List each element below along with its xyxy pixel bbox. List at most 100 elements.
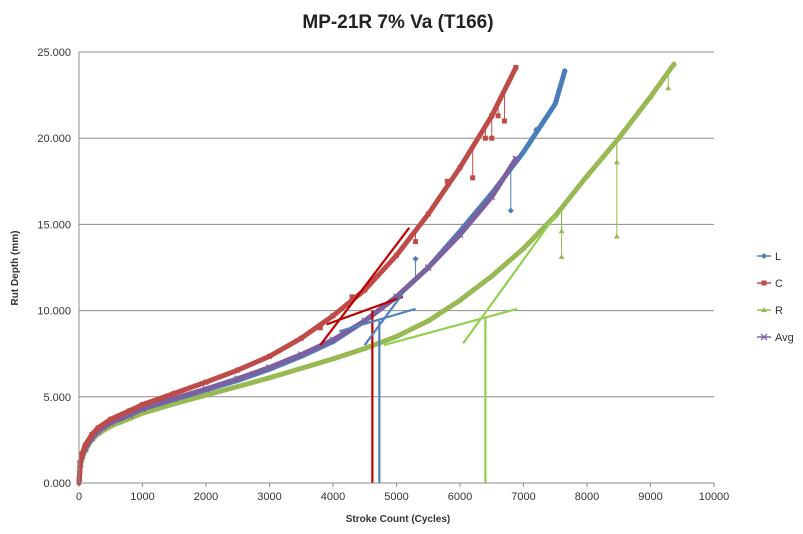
data-point-avg	[512, 155, 520, 163]
y-axis-label: Rut Depth (mm)	[10, 231, 21, 306]
outlier-point-r	[613, 233, 620, 239]
outlier-point-r	[665, 85, 672, 91]
data-point-c	[457, 165, 463, 171]
data-point-r	[361, 345, 368, 351]
data-point-r	[203, 392, 209, 398]
data-point-r	[171, 400, 178, 406]
axes	[78, 52, 714, 484]
data-point-avg	[202, 385, 210, 393]
data-point-avg	[424, 264, 432, 271]
outlier-point-l	[412, 255, 419, 262]
x-tick-label: 10000	[699, 491, 730, 503]
outlier-point-c	[489, 135, 495, 141]
data-point-avg	[456, 231, 464, 239]
legend: L C R Avg	[757, 251, 794, 344]
data-point-c	[394, 252, 399, 258]
series-line-c	[76, 65, 519, 486]
data-point-r	[584, 173, 590, 179]
x-tick-label: 7000	[511, 491, 535, 503]
outlier-point-c	[413, 239, 419, 245]
data-point-avg	[266, 364, 273, 371]
outlier-point-c	[501, 118, 507, 124]
x-tick-label: 9000	[638, 491, 662, 503]
data-point-r	[393, 333, 400, 339]
outlier-point-c	[470, 175, 476, 181]
data-point-avg	[488, 193, 496, 201]
data-point-avg	[234, 375, 242, 383]
x-tick-label: 3000	[257, 491, 281, 503]
data-point-c	[330, 313, 336, 319]
annotation-line	[326, 295, 404, 326]
annotation-line	[383, 307, 518, 347]
outlier-point-r	[558, 254, 565, 260]
outlier-point-c	[444, 178, 450, 184]
x-tick-label: 8000	[575, 491, 599, 503]
data-point-l	[520, 148, 527, 155]
outlier-point-l	[507, 207, 514, 214]
data-point-avg	[329, 336, 337, 344]
y-tick-label: 15.000	[37, 219, 71, 231]
chart-title: MP-21R 7% Va (T166)	[302, 12, 493, 33]
outlier-point-c	[317, 325, 323, 331]
x-tick-label: 6000	[448, 491, 472, 503]
annotation-line	[339, 307, 416, 333]
data-point-c	[513, 65, 519, 71]
data-point-r	[425, 317, 432, 323]
data-point-c	[89, 432, 95, 438]
data-point-r	[647, 93, 654, 99]
legend-label: L	[775, 251, 781, 263]
data-point-c	[140, 402, 145, 408]
y-tick-label: 10.000	[37, 306, 71, 318]
series-line-avg	[76, 156, 519, 486]
data-point-c	[267, 353, 272, 359]
data-point-r	[488, 273, 495, 279]
data-point-r	[520, 245, 527, 251]
legend-label: R	[775, 305, 783, 317]
legend-marker-c	[761, 280, 767, 286]
legend-marker-avg	[760, 333, 768, 341]
data-point-r	[234, 383, 241, 389]
data-point-r	[139, 410, 146, 416]
data-point-r	[457, 297, 463, 303]
outlier-point-l	[533, 126, 540, 133]
data-point-r	[330, 355, 336, 361]
x-tick-label: 0	[76, 491, 82, 503]
data-point-r	[615, 135, 622, 141]
data-point-c	[203, 379, 209, 385]
data-point-c	[171, 390, 177, 396]
x-tick-label: 4000	[321, 491, 345, 503]
y-tick-label: 0.000	[43, 478, 71, 490]
x-tick-label: 2000	[194, 491, 218, 503]
data-point-l	[552, 100, 559, 107]
x-tick-label: 1000	[130, 491, 154, 503]
outlier-point-c	[495, 113, 501, 119]
data-point-c	[298, 335, 304, 341]
annotation-line	[363, 292, 404, 346]
data-point-c	[235, 367, 241, 373]
y-tick-label: 5.000	[43, 392, 71, 404]
legend-marker-l	[761, 253, 767, 259]
legend-label: C	[775, 278, 783, 290]
data-point-r	[670, 61, 677, 67]
y-tick-label: 25.000	[37, 47, 71, 59]
data-point-c	[425, 211, 431, 217]
annotation-line	[319, 227, 411, 346]
series-group	[76, 61, 677, 486]
data-point-c	[362, 287, 368, 293]
annotation-line	[462, 215, 557, 344]
legend-marker-r	[761, 307, 767, 312]
outlier-point-c	[482, 135, 488, 141]
x-axis-ticks: 0 1000 2000 3000 4000 5000 6000 7000 8000 9000 100…	[76, 483, 729, 503]
data-point-c	[79, 451, 85, 457]
data-point-r	[266, 374, 273, 380]
data-point-r	[298, 365, 305, 371]
data-point-c	[82, 442, 88, 448]
data-point-avg	[297, 351, 305, 359]
gridlines	[79, 51, 714, 398]
outlier-point-c	[349, 294, 355, 300]
data-point-l	[561, 67, 568, 74]
data-point-c	[95, 425, 101, 431]
x-axis-label: Stroke Count (Cycles)	[346, 514, 450, 525]
